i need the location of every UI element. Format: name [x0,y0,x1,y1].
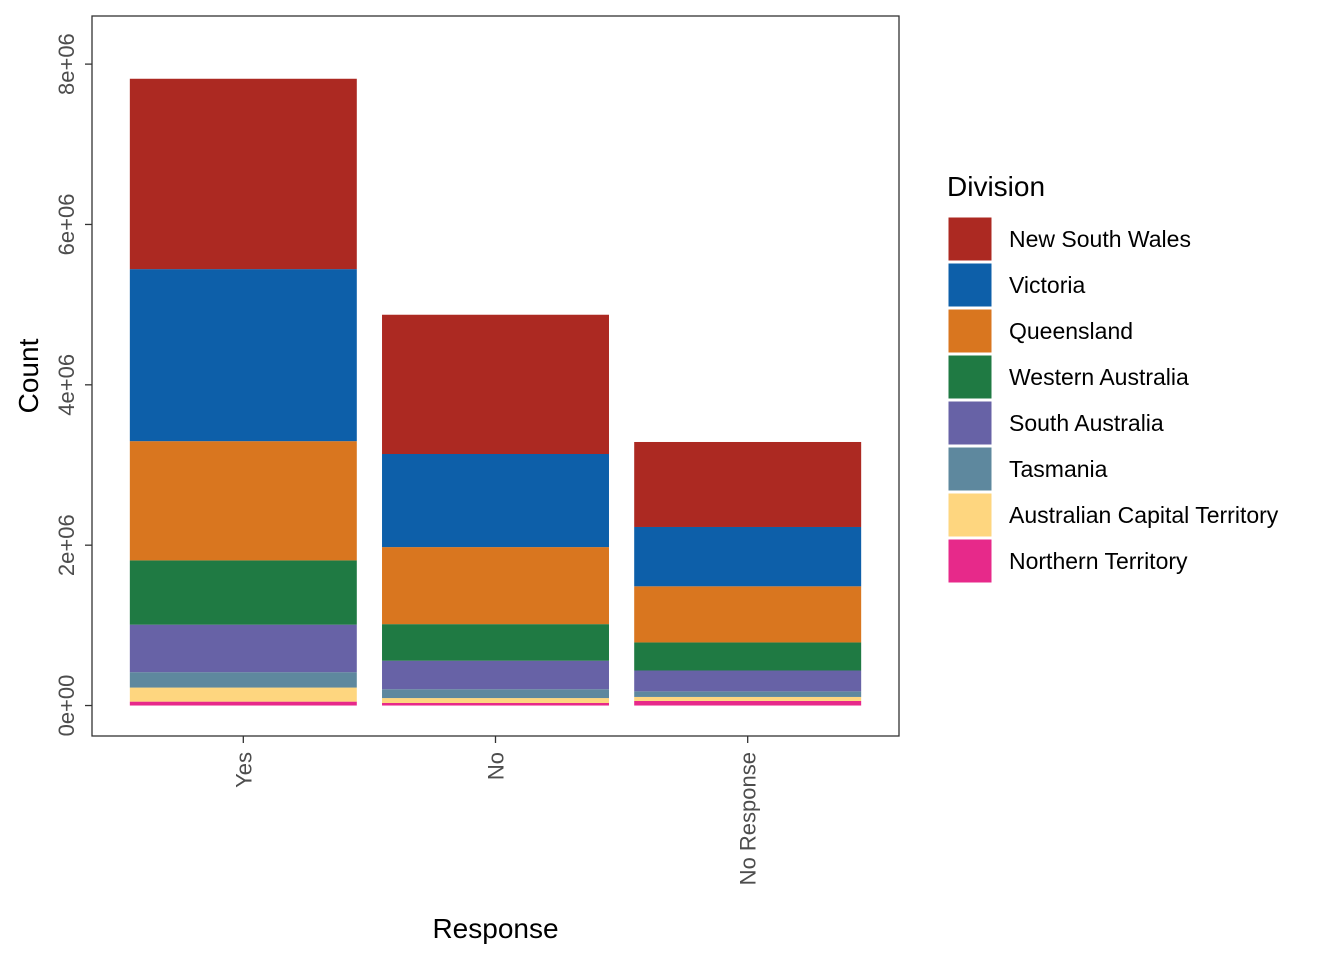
legend: Division New South Wales Victoria Queensla… [947,171,1279,584]
bar-no-response-new-south-wales [634,441,862,527]
legend-swatch [947,446,993,492]
x-axis: Yes No No Response [231,736,761,885]
legend-items: New South Wales Victoria Queensland Western… [947,216,1279,584]
bar-no-northern-territory [382,702,609,706]
bar-yes-western-australia [129,560,357,625]
legend-item-northern-territory: Northern Territory [947,538,1188,584]
legend-swatch [947,216,993,262]
bar-layer [129,78,862,706]
legend-swatch [947,262,993,308]
x-tick-label-no: No [484,752,509,780]
legend-label: Queensland [1009,318,1133,344]
legend-item-western-australia: Western Australia [947,354,1189,400]
bar-no-victoria [382,454,609,548]
legend-item-tasmania: Tasmania [947,446,1108,492]
bar-no-response-queensland [634,586,862,643]
bar-yes-australian-capital-territory [129,687,357,702]
bar-no-response-western-australia [634,642,862,671]
y-tick-label: 6e+06 [54,194,79,256]
y-tick-label: 2e+06 [54,514,79,576]
legend-label: Western Australia [1009,364,1189,390]
bar-no-response-south-australia [634,670,862,692]
legend-item-australian-capital-territory: Australian Capital Territory [947,492,1279,538]
legend-label: Australian Capital Territory [1009,502,1279,528]
bar-yes-queensland [129,441,357,561]
bar-no-response-australian-capital-territory [634,696,862,701]
legend-label: Tasmania [1009,456,1108,482]
legend-swatch [947,354,993,400]
legend-title: Division [947,171,1045,202]
legend-swatch [947,492,993,538]
x-axis-title: Response [432,913,558,944]
y-axis: 0e+00 2e+06 4e+06 6e+06 8e+06 [54,33,92,736]
legend-item-new-south-wales: New South Wales [947,216,1191,262]
x-tick-label-yes: Yes [231,752,256,788]
bar-no-western-australia [382,624,609,661]
bar-yes-new-south-wales [129,78,357,270]
legend-swatch [947,308,993,354]
y-axis-title: Count [13,338,44,413]
legend-item-queensland: Queensland [947,308,1133,354]
bar-no-response-tasmania [634,691,862,697]
bar-no-response-victoria [634,526,862,587]
bar-no-australian-capital-territory [382,698,609,703]
legend-item-south-australia: South Australia [947,400,1164,446]
bar-no-queensland [382,547,609,625]
legend-label: South Australia [1009,410,1164,436]
legend-swatch [947,400,993,446]
x-tick-label-no-response: No Response [736,752,761,885]
legend-label: Northern Territory [1009,548,1188,574]
bar-yes-south-australia [129,624,357,673]
y-tick-label: 8e+06 [54,33,79,95]
bar-no-tasmania [382,689,609,699]
legend-label: New South Wales [1009,226,1191,252]
bar-no-south-australia [382,660,609,690]
legend-swatch [947,538,993,584]
legend-label: Victoria [1009,272,1085,298]
bar-no-response-northern-territory [634,700,862,706]
bar-yes-tasmania [129,672,357,688]
y-tick-label: 0e+00 [54,675,79,737]
bar-no-new-south-wales [382,314,609,454]
legend-item-victoria: Victoria [947,262,1085,308]
bar-yes-northern-territory [129,701,357,706]
y-tick-label: 4e+06 [54,354,79,416]
bar-yes-victoria [129,269,357,442]
